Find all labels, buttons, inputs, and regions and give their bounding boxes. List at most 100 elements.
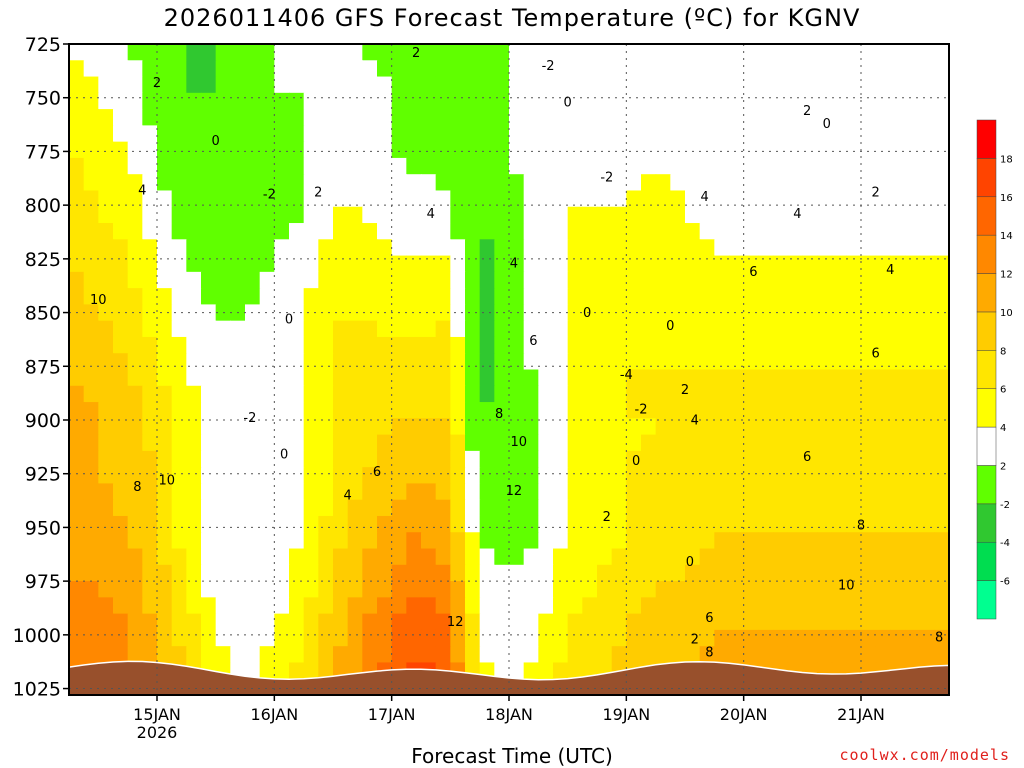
temperature-cell — [758, 483, 774, 501]
temperature-cell — [69, 402, 85, 419]
temperature-cell — [201, 483, 217, 501]
temperature-cell — [773, 109, 789, 126]
temperature-cell — [802, 336, 818, 354]
temperature-cell — [831, 76, 847, 94]
temperature-cell — [934, 418, 950, 436]
temperature-cell — [450, 320, 466, 338]
temperature-cell — [435, 304, 451, 322]
temperature-cell — [465, 271, 481, 289]
temperature-cell — [787, 402, 803, 419]
temperature-cell — [450, 109, 466, 126]
temperature-cell — [245, 450, 261, 468]
temperature-cell — [274, 499, 290, 517]
temperature-cell — [479, 385, 495, 403]
temperature-cell — [685, 564, 701, 582]
temperature-cell — [83, 499, 99, 517]
temperature-cell — [201, 564, 217, 582]
temperature-cell — [98, 60, 114, 78]
contour-label: 4 — [793, 207, 801, 222]
temperature-cell — [479, 434, 495, 452]
temperature-cell — [875, 548, 891, 566]
temperature-cell — [303, 483, 319, 501]
temperature-cell — [201, 402, 217, 419]
temperature-cell — [831, 44, 847, 61]
temperature-cell — [670, 467, 686, 485]
temperature-cell — [435, 76, 451, 94]
temperature-cell — [641, 613, 657, 631]
temperature-cell — [773, 564, 789, 582]
temperature-cell — [758, 174, 774, 192]
temperature-cell — [406, 125, 422, 143]
temperature-cell — [861, 483, 877, 501]
temperature-cell — [934, 141, 950, 159]
temperature-cell — [201, 109, 217, 126]
temperature-cell — [831, 125, 847, 143]
temperature-cell — [391, 369, 407, 387]
temperature-cell — [377, 450, 393, 468]
temperature-cell — [890, 353, 906, 371]
temperature-cell — [274, 629, 290, 647]
temperature-cell — [201, 532, 217, 550]
temperature-cell — [817, 320, 833, 338]
temperature-cell — [406, 223, 422, 240]
temperature-cell — [787, 223, 803, 240]
temperature-cell — [215, 157, 231, 175]
contour-label: 8 — [133, 480, 141, 495]
temperature-cell — [362, 190, 378, 208]
temperature-cell — [435, 646, 451, 664]
temperature-cell — [347, 629, 363, 647]
temperature-cell — [802, 60, 818, 78]
temperature-cell — [479, 515, 495, 533]
temperature-cell — [934, 157, 950, 175]
temperature-cell — [509, 239, 525, 257]
temperature-cell — [655, 288, 671, 306]
temperature-cell — [435, 532, 451, 550]
temperature-cell — [699, 515, 715, 533]
temperature-cell — [69, 564, 85, 582]
temperature-cell — [333, 190, 349, 208]
temperature-cell — [421, 239, 437, 257]
temperature-cell — [773, 515, 789, 533]
temperature-cell — [714, 353, 730, 371]
temperature-cell — [523, 60, 539, 78]
colorbar-label: -6 — [1000, 577, 1010, 588]
temperature-cell — [98, 418, 114, 436]
temperature-cell — [98, 92, 114, 110]
temperature-cell — [113, 44, 129, 61]
temperature-cell — [479, 353, 495, 371]
temperature-cell — [391, 190, 407, 208]
temperature-cell — [318, 418, 334, 436]
temperature-cell — [494, 255, 510, 273]
temperature-cell — [655, 206, 671, 224]
temperature-cell — [333, 174, 349, 192]
temperature-cell — [787, 206, 803, 224]
temperature-cell — [494, 271, 510, 289]
temperature-cell — [773, 629, 789, 647]
temperature-cell — [157, 141, 173, 159]
temperature-cell — [670, 532, 686, 550]
temperature-cell — [802, 190, 818, 208]
temperature-cell — [538, 190, 554, 208]
temperature-cell — [523, 450, 539, 468]
temperature-cell — [479, 336, 495, 354]
temperature-cell — [919, 141, 935, 159]
temperature-cell — [274, 662, 290, 680]
temperature-cell — [303, 174, 319, 192]
temperature-cell — [377, 499, 393, 517]
temperature-cell — [919, 44, 935, 61]
temperature-cell — [743, 483, 759, 501]
temperature-cell — [303, 450, 319, 468]
temperature-cell — [83, 223, 99, 240]
temperature-cell — [611, 548, 627, 566]
temperature-cell — [201, 450, 217, 468]
temperature-cell — [817, 418, 833, 436]
temperature-cell — [201, 548, 217, 566]
temperature-cell — [98, 434, 114, 452]
temperature-cell — [890, 597, 906, 615]
temperature-cell — [773, 353, 789, 371]
temperature-cell — [142, 239, 158, 257]
temperature-cell — [186, 597, 202, 615]
temperature-cell — [743, 369, 759, 387]
temperature-cell — [553, 418, 569, 436]
temperature-cell — [934, 336, 950, 354]
